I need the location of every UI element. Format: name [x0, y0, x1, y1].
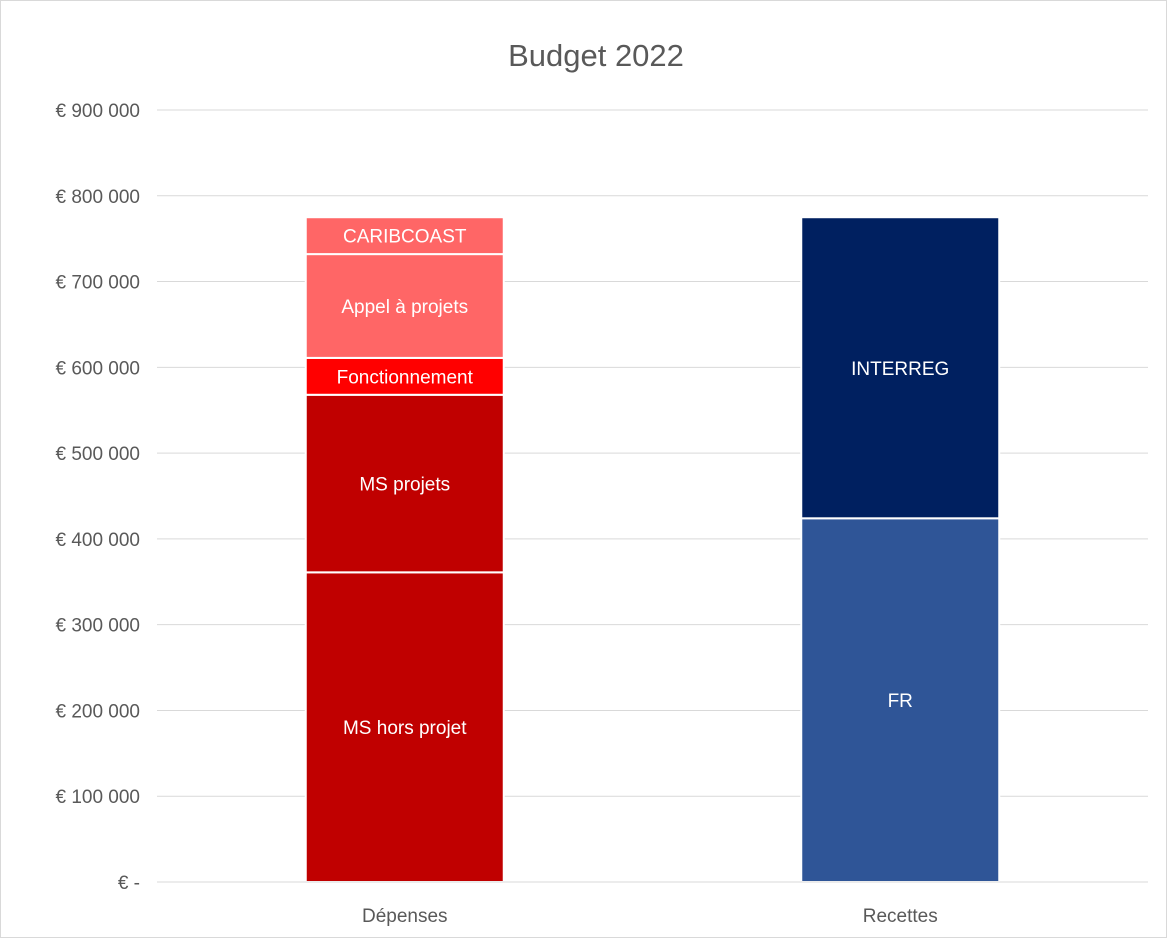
y-tick-label: € 300 000	[55, 616, 140, 637]
data-label: INTERREG	[851, 359, 949, 380]
y-tick-label: € 400 000	[55, 530, 140, 551]
y-tick-label: € 900 000	[55, 101, 140, 122]
y-tick-label: € -	[118, 873, 140, 894]
bars: MS hors projet MS projets Fonctionnement Ap…	[304, 216, 1001, 884]
x-tick-label: Recettes	[863, 906, 938, 927]
data-label: Fonctionnement	[337, 367, 474, 388]
y-axis: € - € 100 000 € 200 000 € 300 000 € 400 000 €…	[55, 101, 140, 894]
y-tick-label: € 600 000	[55, 358, 140, 379]
bar-segment	[800, 216, 1001, 520]
chart-title: Budget 2022	[508, 38, 684, 73]
y-tick-label: € 200 000	[55, 701, 140, 722]
data-label: FR	[888, 691, 913, 712]
y-tick-label: € 700 000	[55, 273, 140, 294]
y-tick-label: € 100 000	[55, 787, 140, 808]
bar-segment	[304, 253, 505, 359]
y-tick-label: € 800 000	[55, 187, 140, 208]
x-tick-label: Dépenses	[362, 906, 448, 927]
data-label: MS hors projet	[343, 718, 467, 739]
bar-segment	[800, 517, 1001, 884]
data-label: CARIBCOAST	[343, 227, 467, 248]
data-label: Appel à projets	[341, 297, 468, 318]
bar-segment	[304, 216, 505, 256]
bar-segment	[304, 571, 505, 883]
data-label: MS projets	[359, 475, 450, 496]
bar-segment	[304, 356, 505, 396]
x-axis: Dépenses Recettes	[157, 881, 1148, 927]
bar-segment	[304, 393, 505, 574]
y-tick-label: € 500 000	[55, 444, 140, 465]
